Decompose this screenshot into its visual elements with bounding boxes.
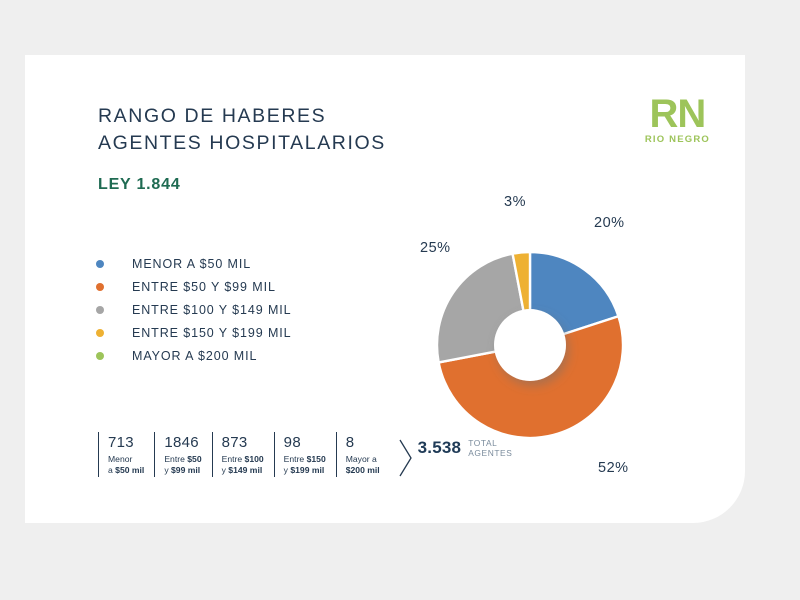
legend-item[interactable]: ENTRE $150 Y $199 MIL (96, 322, 292, 343)
stat-desc-line-1: Mayor a (345, 454, 377, 464)
legend-dot-icon (96, 351, 104, 360)
stat-desc-line-1: Entre $100 (221, 454, 264, 464)
title-line-1: RANGO DE HABERES (98, 105, 327, 127)
donut-hole (494, 309, 566, 381)
donut-svg (435, 250, 625, 440)
legend-item-label: MAYOR A $200 MIL (132, 348, 258, 363)
stat-desc-line-2: a $50 mil (108, 464, 145, 475)
total-label-line-2: AGENTES (468, 448, 513, 458)
law-subtitle: LEY 1.844 (98, 176, 181, 193)
stat-cell: 98 Entre $150 y $199 mil (273, 432, 336, 477)
legend-dot-icon (96, 305, 104, 314)
stat-cell: 873 Entre $100 y $149 mil (211, 432, 274, 477)
legend-item-label: MENOR A $50 MIL (132, 256, 252, 271)
stats-strip: 713 Menor a $50 mil 1846 Entre $50 y $99 mil 8… (98, 432, 512, 478)
stat-cell: 8 Mayor a $200 mil (335, 432, 390, 477)
stat-number: 1846 (164, 434, 199, 451)
legend-dot-icon (96, 282, 104, 291)
logo-mark-icon: RN (649, 92, 707, 136)
stat-desc-line-2: y $99 mil (164, 464, 201, 475)
chevron-right-icon (399, 439, 412, 477)
legend-item-label: ENTRE $100 Y $149 MIL (132, 302, 292, 317)
legend-item[interactable]: ENTRE $100 Y $149 MIL (96, 299, 292, 320)
rio-negro-logo: RN RIO NEGRO (644, 92, 710, 145)
stat-number: 713 (108, 434, 134, 451)
legend-item-label: ENTRE $50 Y $99 MIL (132, 279, 276, 294)
stat-cell: 713 Menor a $50 mil (98, 432, 154, 477)
stat-cell: 1846 Entre $50 y $99 mil (154, 432, 211, 477)
total-label-line-1: TOTAL (468, 438, 498, 448)
stat-desc-line-2: y $199 mil (283, 464, 325, 475)
legend-item[interactable]: ENTRE $50 Y $99 MIL (96, 276, 292, 297)
stat-cells: 713 Menor a $50 mil 1846 Entre $50 y $99 mil 8… (98, 432, 390, 477)
stat-desc-line-1: Entre $150 (283, 454, 326, 464)
chart-legend: MENOR A $50 MIL ENTRE $50 Y $99 MIL ENTRE … (96, 253, 292, 368)
legend-dot-icon (96, 259, 104, 268)
donut-chart: 20% 52% 25% 3% (380, 194, 680, 485)
stat-desc-line-1: Entre $50 (164, 454, 202, 464)
stat-number: 98 (283, 434, 301, 451)
stat-desc-line-2: y $149 mil (221, 464, 263, 475)
total-label: TOTAL AGENTES (468, 438, 512, 458)
total-agents: 3.538 TOTAL AGENTES (418, 438, 513, 458)
legend-item-label: ENTRE $150 Y $199 MIL (132, 325, 292, 340)
slide-card: RANGO DE HABERES AGENTES HOSPITALARIOS L… (25, 55, 745, 523)
pct-label-gray: 25% (420, 240, 451, 256)
stat-desc-line-2: $200 mil (345, 464, 380, 475)
pct-label-yellow: 3% (504, 194, 526, 210)
title-line-2: AGENTES HOSPITALARIOS (98, 132, 386, 154)
logo-subtitle: RIO NEGRO (644, 134, 710, 145)
stat-desc-line-1: Menor (108, 454, 133, 464)
pct-label-orange: 52% (598, 460, 629, 476)
pct-label-blue: 20% (594, 215, 625, 231)
legend-dot-icon (96, 328, 104, 337)
legend-item[interactable]: MENOR A $50 MIL (96, 253, 292, 274)
legend-item[interactable]: MAYOR A $200 MIL (96, 345, 292, 366)
stat-number: 873 (221, 434, 248, 451)
total-number: 3.538 (417, 438, 462, 457)
page-title: RANGO DE HABERES AGENTES HOSPITALARIOS (98, 103, 386, 157)
stat-number: 8 (345, 434, 355, 451)
